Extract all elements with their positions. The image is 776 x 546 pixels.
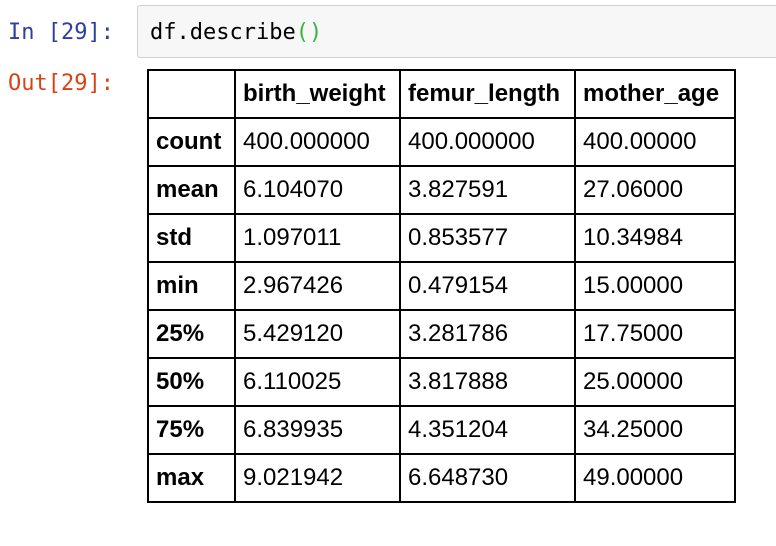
row-label: 75% bbox=[147, 405, 236, 455]
table-row: max 9.021942 6.648730 49.00000 bbox=[147, 453, 736, 503]
row-label: count bbox=[147, 117, 236, 167]
table-cell: 400.000000 bbox=[234, 117, 401, 167]
row-label: min bbox=[147, 261, 236, 311]
table-corner-header bbox=[147, 69, 236, 119]
table-cell: 6.839935 bbox=[234, 405, 401, 455]
table-cell: 3.817888 bbox=[399, 357, 576, 407]
table-row: mean 6.104070 3.827591 27.06000 bbox=[147, 165, 736, 215]
column-header: mother_age bbox=[574, 69, 736, 119]
table-cell: 400.000000 bbox=[399, 117, 576, 167]
row-label: std bbox=[147, 213, 236, 263]
table-cell: 3.827591 bbox=[399, 165, 576, 215]
table-row: 50% 6.110025 3.817888 25.00000 bbox=[147, 357, 736, 407]
table-cell: 5.429120 bbox=[234, 309, 401, 359]
table-cell: 3.281786 bbox=[399, 309, 576, 359]
table-cell: 6.110025 bbox=[234, 357, 401, 407]
table-row: min 2.967426 0.479154 15.00000 bbox=[147, 261, 736, 311]
table-cell: 34.25000 bbox=[574, 405, 736, 455]
table-row: std 1.097011 0.853577 10.34984 bbox=[147, 213, 736, 263]
table-cell: 25.00000 bbox=[574, 357, 736, 407]
table-cell: 49.00000 bbox=[574, 453, 736, 503]
output-prompt: Out[29]: bbox=[8, 71, 114, 96]
describe-output-table: birth_weight femur_length mother_age cou… bbox=[147, 69, 736, 503]
table-cell: 6.104070 bbox=[234, 165, 401, 215]
row-label: 50% bbox=[147, 357, 236, 407]
table-cell: 15.00000 bbox=[574, 261, 736, 311]
table-cell: 27.06000 bbox=[574, 165, 736, 215]
table-cell: 10.34984 bbox=[574, 213, 736, 263]
table-cell: 0.479154 bbox=[399, 261, 576, 311]
column-header: birth_weight bbox=[234, 69, 401, 119]
code-expression: df.describe bbox=[150, 20, 296, 45]
code-input-cell[interactable]: df.describe() bbox=[137, 5, 776, 58]
table-cell: 0.853577 bbox=[399, 213, 576, 263]
table-row: count 400.000000 400.000000 400.00000 bbox=[147, 117, 736, 167]
table-cell: 2.967426 bbox=[234, 261, 401, 311]
code-text: df.describe() bbox=[150, 19, 322, 47]
table-cell: 4.351204 bbox=[399, 405, 576, 455]
table-cell: 6.648730 bbox=[399, 453, 576, 503]
table-cell: 400.00000 bbox=[574, 117, 736, 167]
table-cell: 1.097011 bbox=[234, 213, 401, 263]
table-cell: 9.021942 bbox=[234, 453, 401, 503]
table-row: 75% 6.839935 4.351204 34.25000 bbox=[147, 405, 736, 455]
table-cell: 17.75000 bbox=[574, 309, 736, 359]
code-parens: () bbox=[295, 20, 323, 45]
row-label: max bbox=[147, 453, 236, 503]
input-prompt: In [29]: bbox=[8, 20, 114, 45]
row-label: 25% bbox=[147, 309, 236, 359]
table-row: 25% 5.429120 3.281786 17.75000 bbox=[147, 309, 736, 359]
table-header-row: birth_weight femur_length mother_age bbox=[147, 69, 736, 119]
row-label: mean bbox=[147, 165, 236, 215]
column-header: femur_length bbox=[399, 69, 576, 119]
